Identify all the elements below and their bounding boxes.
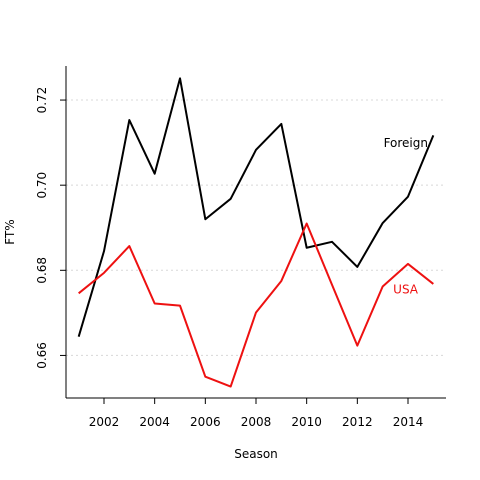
x-tick-label: 2004 bbox=[139, 415, 170, 429]
x-tick-label: 2002 bbox=[89, 415, 120, 429]
series-label-usa: USA bbox=[393, 282, 419, 296]
series-labels: Foreign USA bbox=[384, 136, 428, 296]
x-tick-label: 2014 bbox=[393, 415, 424, 429]
y-tick-label: 0.70 bbox=[35, 172, 49, 199]
y-tick-label: 0.68 bbox=[35, 257, 49, 284]
x-tick-label: 2010 bbox=[291, 415, 322, 429]
y-tick-label: 0.72 bbox=[35, 87, 49, 114]
x-tick-label: 2012 bbox=[342, 415, 373, 429]
series-line-usa bbox=[78, 222, 434, 388]
x-tick-label: 2008 bbox=[241, 415, 272, 429]
series-label-foreign: Foreign bbox=[384, 136, 428, 150]
x-tick-label: 2006 bbox=[190, 415, 221, 429]
grid-lines bbox=[66, 99, 446, 356]
axes: 2002 2004 2006 2008 2010 2012 2014 0.66 0.68 0.70… bbox=[35, 66, 446, 429]
series-lines bbox=[77, 77, 435, 388]
y-tick-label: 0.66 bbox=[35, 342, 49, 369]
series-line-foreign bbox=[77, 77, 435, 337]
x-axis-title: Season bbox=[234, 447, 278, 461]
y-axis-title: FT% bbox=[3, 219, 17, 244]
